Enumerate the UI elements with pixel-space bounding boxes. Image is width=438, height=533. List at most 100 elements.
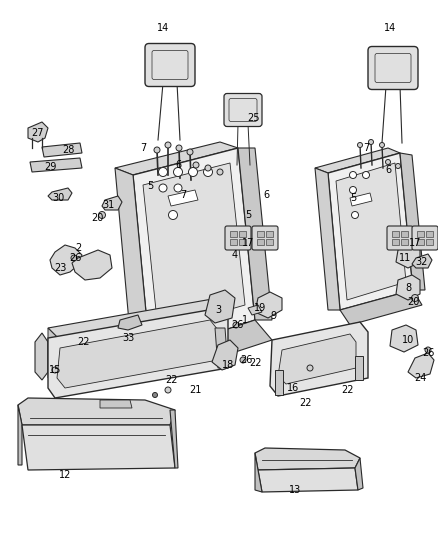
Polygon shape [35, 333, 48, 380]
Polygon shape [48, 188, 72, 200]
Circle shape [396, 164, 400, 168]
Text: 6: 6 [175, 160, 181, 170]
Polygon shape [57, 320, 218, 388]
Polygon shape [255, 292, 282, 318]
Text: 11: 11 [399, 253, 411, 263]
Polygon shape [115, 142, 238, 175]
Polygon shape [278, 334, 356, 384]
Text: 17: 17 [409, 238, 421, 248]
Text: 5: 5 [245, 210, 251, 220]
Polygon shape [48, 328, 58, 378]
Circle shape [350, 172, 357, 179]
Polygon shape [396, 245, 420, 268]
Circle shape [233, 322, 239, 328]
Bar [401, 231, 408, 237]
FancyBboxPatch shape [145, 44, 195, 86]
Text: 12: 12 [59, 470, 71, 480]
Text: 22: 22 [299, 398, 311, 408]
Bar [266, 231, 273, 237]
Text: 30: 30 [52, 193, 64, 203]
Text: 19: 19 [254, 303, 266, 313]
Polygon shape [48, 298, 228, 338]
Text: 27: 27 [32, 128, 44, 138]
Text: 7: 7 [363, 143, 369, 153]
Text: 13: 13 [289, 485, 301, 495]
Circle shape [411, 295, 418, 302]
Text: 26: 26 [422, 348, 434, 358]
Bar [426, 231, 433, 237]
Polygon shape [275, 370, 283, 395]
Text: 9: 9 [270, 311, 276, 321]
Text: 17: 17 [242, 238, 254, 248]
Text: 6: 6 [263, 190, 269, 200]
Polygon shape [212, 340, 238, 370]
Circle shape [363, 172, 370, 179]
Text: 16: 16 [287, 383, 299, 393]
Polygon shape [22, 425, 175, 470]
Bar [401, 239, 408, 245]
Text: 15: 15 [49, 365, 61, 375]
Text: 20: 20 [407, 297, 419, 307]
Polygon shape [238, 148, 272, 320]
Polygon shape [270, 322, 368, 396]
Polygon shape [400, 153, 425, 290]
Polygon shape [355, 356, 363, 380]
Circle shape [307, 365, 313, 371]
Circle shape [173, 167, 183, 176]
FancyBboxPatch shape [224, 93, 262, 126]
Polygon shape [18, 398, 175, 425]
Polygon shape [315, 168, 340, 310]
Circle shape [152, 392, 158, 398]
Polygon shape [248, 305, 262, 315]
Polygon shape [170, 410, 178, 468]
Polygon shape [118, 315, 142, 330]
Circle shape [425, 347, 431, 353]
Bar [230, 239, 237, 245]
Bar [417, 239, 424, 245]
Circle shape [159, 184, 167, 192]
Polygon shape [255, 448, 360, 470]
Circle shape [240, 357, 246, 363]
Bar [426, 239, 433, 245]
Circle shape [174, 184, 182, 192]
Text: 8: 8 [405, 283, 411, 293]
Polygon shape [390, 325, 418, 352]
Text: 29: 29 [44, 162, 56, 172]
Text: 31: 31 [102, 200, 114, 210]
Text: 22: 22 [342, 385, 354, 395]
Circle shape [176, 145, 182, 151]
Circle shape [217, 169, 223, 175]
Text: 7: 7 [140, 143, 146, 153]
Polygon shape [255, 453, 262, 492]
Polygon shape [100, 400, 132, 408]
Text: 14: 14 [384, 23, 396, 33]
Circle shape [379, 142, 385, 148]
Polygon shape [340, 290, 422, 325]
Text: 24: 24 [414, 373, 426, 383]
Polygon shape [315, 148, 400, 173]
Text: 18: 18 [222, 360, 234, 370]
Polygon shape [355, 458, 363, 490]
Polygon shape [258, 468, 358, 492]
Text: 26: 26 [69, 253, 81, 263]
FancyBboxPatch shape [368, 46, 418, 90]
FancyBboxPatch shape [252, 226, 278, 250]
Text: 22: 22 [77, 337, 89, 347]
Polygon shape [328, 153, 413, 310]
Polygon shape [50, 245, 82, 275]
Polygon shape [168, 190, 198, 206]
Bar [266, 239, 273, 245]
Text: 21: 21 [189, 385, 201, 395]
Polygon shape [30, 158, 82, 172]
FancyBboxPatch shape [387, 226, 413, 250]
Polygon shape [42, 143, 82, 157]
Bar [257, 239, 264, 245]
Polygon shape [336, 163, 406, 300]
Circle shape [187, 149, 193, 155]
Text: 20: 20 [91, 213, 103, 223]
Circle shape [165, 142, 171, 148]
Text: 26: 26 [231, 320, 243, 330]
Text: 5: 5 [350, 193, 356, 203]
Text: 4: 4 [232, 250, 238, 260]
Text: 22: 22 [249, 358, 261, 368]
